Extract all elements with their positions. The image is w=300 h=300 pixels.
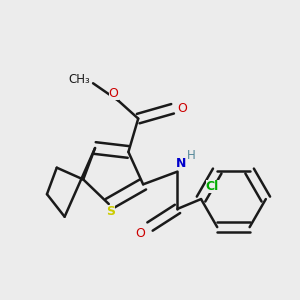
- Text: O: O: [178, 102, 187, 115]
- Text: O: O: [135, 227, 145, 240]
- Text: H: H: [187, 149, 196, 162]
- Text: O: O: [109, 87, 118, 100]
- Text: CH₃: CH₃: [68, 73, 90, 86]
- Text: S: S: [106, 205, 115, 218]
- Text: Cl: Cl: [206, 180, 219, 193]
- Text: N: N: [176, 157, 187, 170]
